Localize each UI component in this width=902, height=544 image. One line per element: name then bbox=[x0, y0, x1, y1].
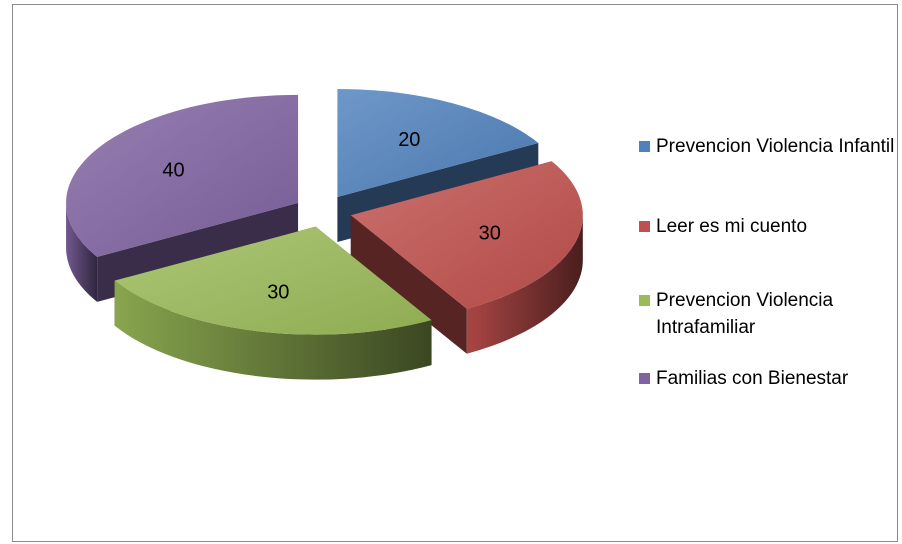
pie-slice-top-prevencion-violencia-intrafamiliar bbox=[114, 226, 432, 335]
legend-swatch-prevencion-violencia-infantil bbox=[639, 141, 650, 152]
pie-slice-leer-es-mi-cuento bbox=[350, 161, 583, 354]
chart-frame: 20 30 30 40 Prevencion Violencia Infantil L… bbox=[12, 4, 898, 542]
legend-item-leer-es-mi-cuento: Leer es mi cuento bbox=[639, 213, 896, 240]
pie-slice-outer-wall bbox=[114, 280, 432, 380]
legend-label: Leer es mi cuento bbox=[656, 216, 808, 237]
pie-slice-inner-wall bbox=[350, 215, 467, 354]
pie-slice-prevencion-violencia-intrafamiliar bbox=[114, 226, 432, 380]
legend-swatch-leer-es-mi-cuento bbox=[639, 221, 650, 232]
legend-label: Prevencion Violencia Infantil bbox=[656, 136, 895, 157]
data-label-familias-con-bienestar: 40 bbox=[162, 159, 184, 181]
legend-item-familias-con-bienestar: Familias con Bienestar bbox=[639, 365, 896, 392]
legend-swatch-familias-con-bienestar bbox=[639, 373, 650, 384]
legend-swatch-prevencion-violencia-intrafamiliar bbox=[639, 295, 650, 306]
pie-slice-top-prevencion-violencia-infantil bbox=[337, 88, 539, 197]
data-label-prevencion-violencia-infantil: 20 bbox=[398, 129, 420, 151]
pie-slice-outer-wall bbox=[66, 202, 98, 302]
legend-item-prevencion-violencia-infantil: Prevencion Violencia Infantil bbox=[639, 133, 896, 160]
pie-slice-top-leer-es-mi-cuento bbox=[350, 161, 583, 309]
pie-slice-outer-wall bbox=[466, 215, 583, 354]
legend-label: Prevencion Violencia Intrafamiliar bbox=[656, 290, 834, 338]
data-label-prevencion-violencia-intrafamiliar: 30 bbox=[267, 281, 289, 303]
data-label-leer-es-mi-cuento: 30 bbox=[479, 223, 501, 245]
legend-label: Familias con Bienestar bbox=[656, 368, 849, 389]
pie-slice-top-familias-con-bienestar bbox=[66, 94, 299, 257]
pie-chart: 20 30 30 40 bbox=[66, 88, 583, 380]
legend-item-prevencion-violencia-intrafamiliar: Prevencion Violencia Intrafamiliar bbox=[639, 287, 896, 341]
